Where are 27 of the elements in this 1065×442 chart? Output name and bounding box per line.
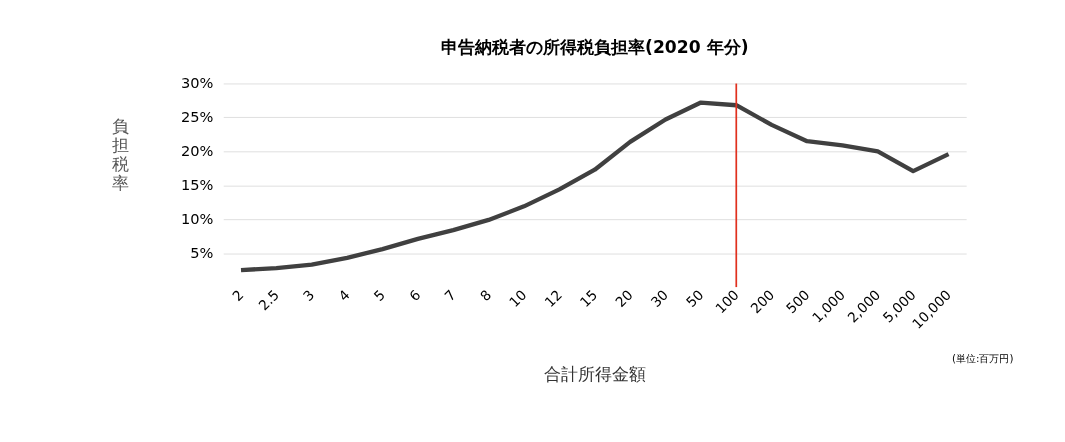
x-tick-label: 50	[682, 286, 707, 311]
y-tick-label: 25%	[180, 108, 214, 126]
y-tick-label: 20%	[180, 142, 214, 160]
x-tick-label: 12	[541, 286, 565, 311]
x-tick-label: 2.5	[255, 286, 282, 314]
y-axis-title: 負担税率	[112, 116, 130, 193]
x-tick-label: 5	[370, 286, 389, 305]
x-tick-label: 15	[576, 286, 601, 311]
x-tick-label: 7	[441, 286, 459, 305]
x-tick-label: 6	[405, 286, 424, 305]
y-tick-label: 5%	[190, 243, 214, 261]
y-tick-label: 30%	[180, 74, 214, 92]
x-axis-title: 合計所得金額	[544, 363, 647, 384]
text: (単位:百万円)	[951, 351, 1014, 364]
x-tick-label: 8	[476, 286, 495, 305]
x-tick-label: 30	[647, 286, 672, 311]
x-tick-label: 3	[299, 286, 318, 305]
x-tick-label: 10	[505, 286, 530, 311]
chart-title: 申告納税者の所得税負担率(2020 年分)	[441, 37, 749, 58]
x-tick-label: 100	[712, 286, 742, 317]
y-tick-label: 10%	[180, 209, 214, 227]
x-tick-label: 20	[612, 286, 636, 311]
x-tick-label: 500	[782, 286, 813, 317]
y-tick-label: 15%	[180, 176, 214, 194]
x-tick-label: 4	[335, 286, 353, 305]
x-tick-label: 2	[229, 286, 247, 305]
line-series	[238, 100, 951, 273]
